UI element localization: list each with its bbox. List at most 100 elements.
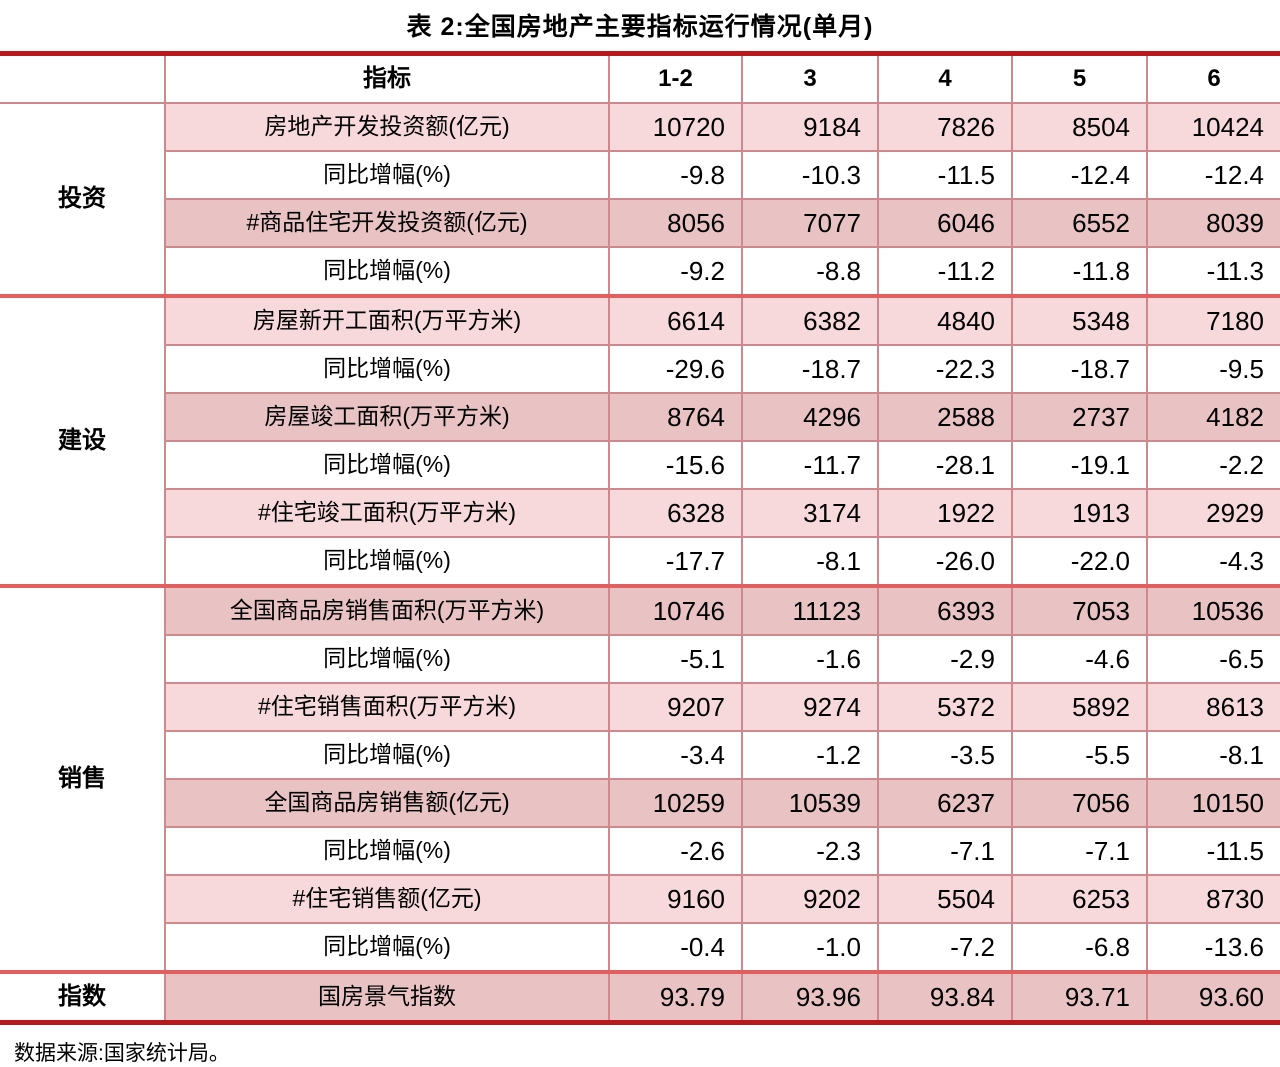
value-cell: 9184 — [741, 102, 879, 152]
value-cell: -26.0 — [877, 536, 1013, 587]
value-cell: 6393 — [877, 584, 1013, 636]
group-cell-sales: 销售 — [0, 584, 166, 973]
value-cell: 7826 — [877, 102, 1013, 152]
table-row: #住宅销售额(亿元) 9160 9202 5504 6253 8730 — [0, 874, 1280, 924]
value-cell: -5.5 — [1011, 730, 1148, 780]
indicator-cell: 同比增幅(%) — [164, 634, 610, 684]
value-cell: -18.7 — [1011, 344, 1148, 394]
indicator-cell: 同比增幅(%) — [164, 440, 610, 490]
table-row: 房屋竣工面积(万平方米) 8764 4296 2588 2737 4182 — [0, 392, 1280, 442]
indicator-cell: 同比增幅(%) — [164, 922, 610, 973]
value-cell: 9160 — [608, 874, 743, 924]
indicator-cell: #商品住宅开发投资额(亿元) — [164, 198, 610, 248]
value-cell: -2.3 — [741, 826, 879, 876]
table-row: #住宅销售面积(万平方米) 9207 9274 5372 5892 8613 — [0, 682, 1280, 732]
value-cell: -1.0 — [741, 922, 879, 973]
indicator-cell: 全国商品房销售额(亿元) — [164, 778, 610, 828]
indicators-table: 指标 1-2 3 4 5 6 投资 房地产开发投资额(亿元) 10720 918… — [0, 51, 1280, 1025]
header-month-3: 3 — [741, 51, 879, 104]
value-cell: -12.4 — [1011, 150, 1148, 200]
value-cell: -2.2 — [1146, 440, 1280, 490]
value-cell: -3.4 — [608, 730, 743, 780]
table-row: 同比增幅(%) -0.4 -1.0 -7.2 -6.8 -13.6 — [0, 922, 1280, 973]
value-cell: -15.6 — [608, 440, 743, 490]
indicator-cell: 同比增幅(%) — [164, 150, 610, 200]
value-cell: 8613 — [1146, 682, 1280, 732]
value-cell: 6614 — [608, 294, 743, 346]
value-cell: -28.1 — [877, 440, 1013, 490]
value-cell: -2.9 — [877, 634, 1013, 684]
value-cell: -22.3 — [877, 344, 1013, 394]
value-cell: 8504 — [1011, 102, 1148, 152]
header-month-4: 4 — [877, 51, 1013, 104]
value-cell: -8.1 — [741, 536, 879, 587]
value-cell: 8764 — [608, 392, 743, 442]
value-cell: 2929 — [1146, 488, 1280, 538]
table-row: #商品住宅开发投资额(亿元) 8056 7077 6046 6552 8039 — [0, 198, 1280, 248]
value-cell: -0.4 — [608, 922, 743, 973]
value-cell: 9202 — [741, 874, 879, 924]
value-cell: -10.3 — [741, 150, 879, 200]
value-cell: 6328 — [608, 488, 743, 538]
table-row: 同比增幅(%) -17.7 -8.1 -26.0 -22.0 -4.3 — [0, 536, 1280, 587]
value-cell: -12.4 — [1146, 150, 1280, 200]
header-month-6: 6 — [1146, 51, 1280, 104]
header-row: 指标 1-2 3 4 5 6 — [0, 51, 1280, 104]
value-cell: 3174 — [741, 488, 879, 538]
value-cell: -11.5 — [877, 150, 1013, 200]
value-cell: 7077 — [741, 198, 879, 248]
value-cell: 93.60 — [1146, 970, 1280, 1025]
indicator-cell: 同比增幅(%) — [164, 536, 610, 587]
table-row: 同比增幅(%) -9.2 -8.8 -11.2 -11.8 -11.3 — [0, 246, 1280, 297]
value-cell: 10259 — [608, 778, 743, 828]
value-cell: 93.71 — [1011, 970, 1148, 1025]
value-cell: 8056 — [608, 198, 743, 248]
indicator-cell: 房地产开发投资额(亿元) — [164, 102, 610, 152]
value-cell: -1.6 — [741, 634, 879, 684]
value-cell: -2.6 — [608, 826, 743, 876]
value-cell: -9.5 — [1146, 344, 1280, 394]
table-row: 同比增幅(%) -29.6 -18.7 -22.3 -18.7 -9.5 — [0, 344, 1280, 394]
value-cell: 5892 — [1011, 682, 1148, 732]
value-cell: -3.5 — [877, 730, 1013, 780]
value-cell: -1.2 — [741, 730, 879, 780]
indicator-cell: 同比增幅(%) — [164, 826, 610, 876]
indicator-cell: 同比增幅(%) — [164, 246, 610, 297]
value-cell: -7.1 — [877, 826, 1013, 876]
value-cell: 93.79 — [608, 970, 743, 1025]
indicator-cell: 房屋竣工面积(万平方米) — [164, 392, 610, 442]
value-cell: 6552 — [1011, 198, 1148, 248]
value-cell: 7180 — [1146, 294, 1280, 346]
indicator-cell: #住宅销售额(亿元) — [164, 874, 610, 924]
table-title: 表 2:全国房地产主要指标运行情况(单月) — [406, 13, 874, 41]
table-row: 同比增幅(%) -15.6 -11.7 -28.1 -19.1 -2.2 — [0, 440, 1280, 490]
value-cell: -11.2 — [877, 246, 1013, 297]
value-cell: -11.8 — [1011, 246, 1148, 297]
value-cell: 10720 — [608, 102, 743, 152]
value-cell: 11123 — [741, 584, 879, 636]
group-cell-investment: 投资 — [0, 102, 166, 297]
value-cell: 4840 — [877, 294, 1013, 346]
value-cell: 10536 — [1146, 584, 1280, 636]
value-cell: -4.6 — [1011, 634, 1148, 684]
header-month-5: 5 — [1011, 51, 1148, 104]
table-row: 指数 国房景气指数 93.79 93.96 93.84 93.71 93.60 — [0, 970, 1280, 1025]
value-cell: -7.1 — [1011, 826, 1148, 876]
header-month-1-2: 1-2 — [608, 51, 743, 104]
value-cell: 8039 — [1146, 198, 1280, 248]
indicator-cell: 同比增幅(%) — [164, 730, 610, 780]
header-group-cell — [0, 51, 166, 104]
table-row: 同比增幅(%) -2.6 -2.3 -7.1 -7.1 -11.5 — [0, 826, 1280, 876]
value-cell: 1913 — [1011, 488, 1148, 538]
value-cell: 5372 — [877, 682, 1013, 732]
value-cell: -4.3 — [1146, 536, 1280, 587]
table-row: 同比增幅(%) -5.1 -1.6 -2.9 -4.6 -6.5 — [0, 634, 1280, 684]
header-indicator: 指标 — [164, 51, 610, 104]
value-cell: 10539 — [741, 778, 879, 828]
value-cell: -6.8 — [1011, 922, 1148, 973]
table-row: #住宅竣工面积(万平方米) 6328 3174 1922 1913 2929 — [0, 488, 1280, 538]
indicator-cell: #住宅竣工面积(万平方米) — [164, 488, 610, 538]
table-row: 同比增幅(%) -9.8 -10.3 -11.5 -12.4 -12.4 — [0, 150, 1280, 200]
value-cell: -18.7 — [741, 344, 879, 394]
value-cell: 7053 — [1011, 584, 1148, 636]
